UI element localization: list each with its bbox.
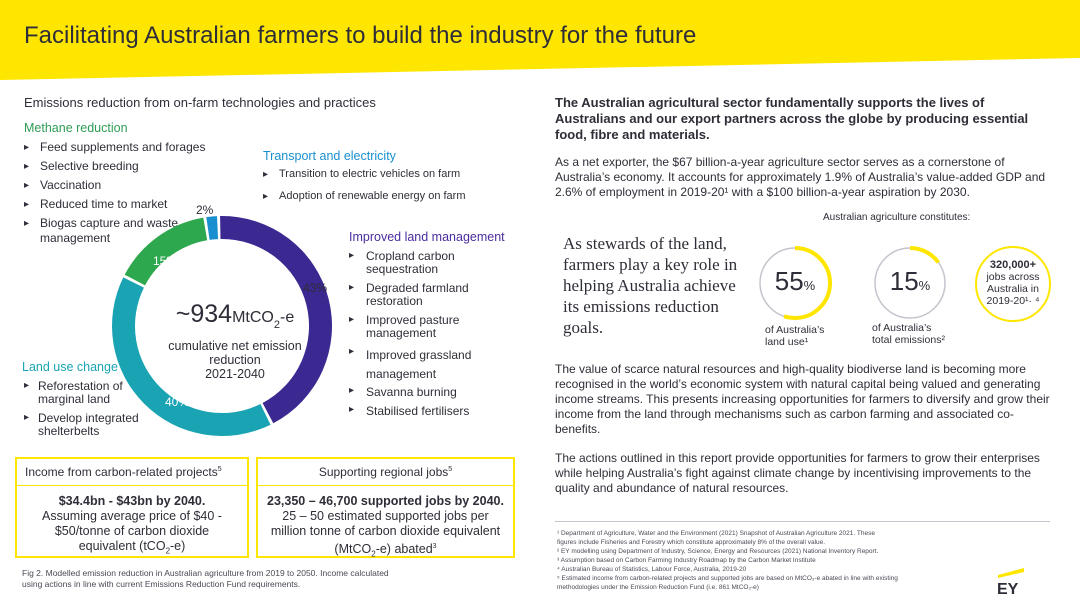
methane-item-continued: management <box>40 231 111 245</box>
income-box-body: $34.4bn - $43bn by 2040. Assuming averag… <box>42 494 222 556</box>
donut-segment-transport <box>206 216 219 240</box>
segment-label-transport: 2% <box>196 203 214 217</box>
list-item: Reduced time to market <box>24 198 205 212</box>
land-use-value: 55% <box>774 266 816 296</box>
footnote: methodologies under the Emission Reducti… <box>557 584 759 591</box>
list-item: Improved grassland management <box>366 348 472 381</box>
jobs-box-body: 23,350 – 46,700 supported jobs by 2040. … <box>267 494 504 559</box>
center-line-2: reduction <box>209 353 261 367</box>
transport-title: Transport and electricity <box>263 149 396 163</box>
paragraph-actions: The actions outlined in this report prov… <box>555 451 1040 495</box>
banner-background <box>0 0 1080 80</box>
paragraph-natural-capital: The value of scarce natural resources an… <box>555 362 1050 436</box>
list-item: Degraded farmland restoration <box>366 281 469 308</box>
land-use-ring <box>758 246 832 320</box>
income-box-title: Income from carbon-related projects5 <box>17 459 247 486</box>
center-line-1: cumulative net emission <box>168 339 302 353</box>
constitutes-label: Australian agriculture constitutes: <box>823 212 971 223</box>
footnotes: ¹ Department of Agriculture, Water and t… <box>557 529 987 592</box>
list-item: Savanna burning <box>366 385 457 399</box>
jobs-box: Supporting regional jobs5 23,350 – 46,70… <box>256 457 515 559</box>
list-item: Adoption of renewable energy on farm <box>263 190 466 203</box>
segment-label-land-management: 43% <box>303 281 328 295</box>
segment-label-land-use: 40% <box>165 395 190 409</box>
list-item: Feed supplements and forages <box>24 141 205 155</box>
bullet-icon: ▸ <box>349 404 355 415</box>
bullet-icon: ▸ <box>349 314 355 325</box>
land-use-label: of Australia’s land use¹ <box>765 324 825 348</box>
list-item: Develop integrated shelterbelts <box>38 411 139 438</box>
page-title: Facilitating Australian farmers to build… <box>24 22 697 49</box>
header-banner: Facilitating Australian farmers to build… <box>0 0 1080 80</box>
jobs-circle: 320,000+ jobs across Australia in 2019-2… <box>975 246 1051 322</box>
list-item: Reforestation of marginal land <box>38 379 123 406</box>
list-item: Stabilised fertilisers <box>366 404 470 418</box>
footnote: ¹ Department of Agriculture, Water and t… <box>557 530 875 537</box>
emissions-value: 15% <box>889 266 931 296</box>
footnote-divider <box>555 521 1050 522</box>
list-item: Biogas capture and waste <box>24 217 205 231</box>
bullet-icon: ▸ <box>349 346 355 357</box>
stewards-quote: As stewards of the land, farmers play a … <box>563 234 738 337</box>
jobs-value: 320,000+ <box>989 259 1037 271</box>
center-line-3: 2021-2040 <box>205 367 265 381</box>
emissions-ring <box>873 246 947 320</box>
bullet-icon: ▸ <box>349 250 355 261</box>
jobs-box-title: Supporting regional jobs5 <box>258 459 513 486</box>
paragraph-economy: As a net exporter, the $67 billion-a-yea… <box>555 155 1046 199</box>
emissions-label: of Australia’s total emissions² <box>872 322 945 346</box>
ey-logo: EY <box>997 568 1024 596</box>
land-management-title: Improved land management <box>349 230 505 244</box>
figure-caption: Fig 2. Modelled emission reduction in Au… <box>22 568 389 589</box>
methane-title: Methane reduction <box>24 121 128 135</box>
right-section-title: The Australian agricultural sector funda… <box>555 95 1029 142</box>
bullet-icon: ▸ <box>24 380 30 391</box>
list-item: Selective breeding <box>24 160 205 174</box>
total-reduction-value: ~934MtCO2-e <box>175 300 295 331</box>
list-item: Transition to electric vehicles on farm <box>263 168 466 181</box>
footnote: ³ Assumption based on Carbon Farming Ind… <box>557 557 816 564</box>
income-box: Income from carbon-related projects5 $34… <box>15 457 249 558</box>
svg-text:EY: EY <box>997 581 1019 596</box>
donut-center-summary: ~934MtCO2-e cumulative net emission redu… <box>150 300 320 381</box>
bullet-icon: ▸ <box>349 385 355 396</box>
footnote: figures include Fisheries and Forestry w… <box>557 539 826 546</box>
footnote: ⁵ Estimated income from carbon-related p… <box>557 575 898 582</box>
transport-list: Transition to electric vehicles on farm … <box>263 168 466 212</box>
segment-label-methane: 15% <box>153 254 178 268</box>
bullet-icon: ▸ <box>24 412 30 423</box>
land-use-title: Land use change <box>22 360 118 374</box>
footnote: ⁴ Australian Bureau of Statistics, Labou… <box>557 566 747 573</box>
list-item: Vaccination <box>24 179 205 193</box>
bullet-icon: ▸ <box>349 282 355 293</box>
emissions-section-title: Emissions reduction from on-farm technol… <box>24 95 376 110</box>
methane-list: Feed supplements and forages Selective b… <box>24 141 205 231</box>
list-item: Improved pasture management <box>366 313 460 340</box>
footnote: ² EY modelling using Department of Indus… <box>557 548 879 555</box>
list-item: Cropland carbon sequestration <box>366 249 455 276</box>
